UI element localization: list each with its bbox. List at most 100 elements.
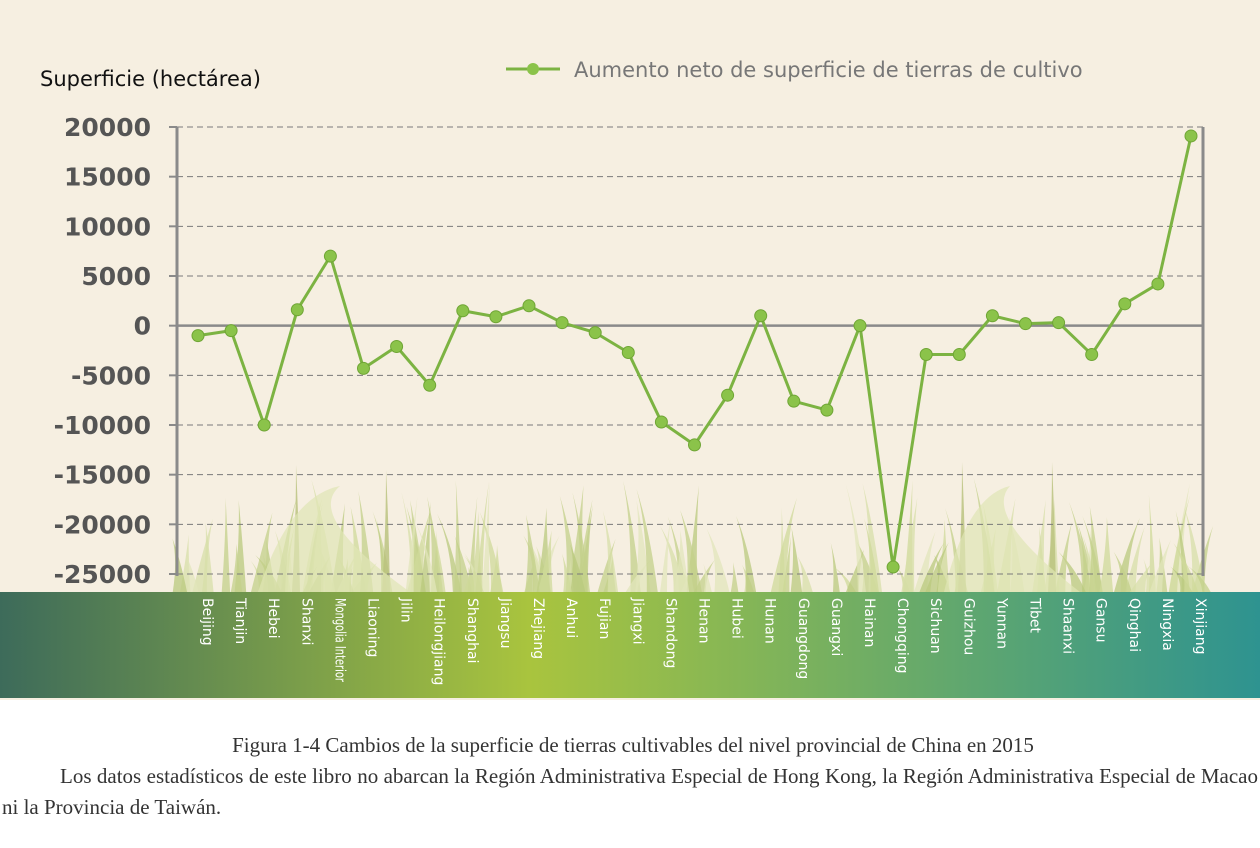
data-point [423, 378, 437, 392]
x-tick-label: Hubei [729, 598, 745, 639]
x-tick-label: Qinghai [1126, 598, 1142, 652]
grass-blade [602, 510, 619, 592]
x-tick-label: Jilin [398, 597, 414, 623]
grass-blade [1113, 551, 1132, 592]
grass-blade [454, 480, 462, 592]
grass-blade [428, 511, 446, 592]
grass-blade [1058, 551, 1086, 592]
grass-blade [1148, 494, 1156, 592]
y-tick-label: 15000 [64, 163, 151, 192]
data-point [456, 304, 470, 318]
x-tick-label: Hebei [265, 598, 281, 639]
x-tick-label: Shandong [662, 598, 678, 668]
grass-blade [919, 542, 945, 592]
grass-blade [1168, 495, 1191, 592]
axes [169, 126, 1205, 576]
data-point [1085, 347, 1099, 361]
grass-blade [482, 481, 490, 592]
x-tick-label: Guangxi [828, 598, 844, 656]
data-point [985, 309, 999, 323]
x-tick-label: Sichuan [927, 598, 943, 654]
x-tick-label: Tianjin [232, 597, 248, 644]
x-tick-label: Shanxi [298, 598, 314, 645]
data-point [1019, 317, 1032, 331]
x-tick-label: Shaanxi [1060, 598, 1076, 654]
data-point [489, 310, 503, 324]
grass-blade [1143, 558, 1153, 592]
y-tick-label: -25000 [54, 560, 151, 589]
grass-blade [221, 497, 231, 592]
grass-blade [258, 486, 410, 592]
x-tick-label: Xinjiang [1192, 598, 1208, 654]
y-tick-label: -15000 [54, 461, 151, 490]
data-point [919, 347, 933, 361]
data-point [290, 303, 304, 317]
data-point [688, 438, 701, 452]
data-point [654, 415, 668, 429]
grass-blade [680, 510, 702, 592]
data-point [191, 329, 205, 343]
grass-blade [864, 518, 879, 592]
data-point [522, 299, 536, 313]
x-tick-label: Liaoning [365, 598, 381, 657]
grass-blade [623, 480, 641, 592]
y-tick-label: -20000 [54, 510, 151, 539]
grass-blade [1048, 462, 1056, 592]
data-point [754, 309, 768, 323]
x-tick-label: Guangdong [795, 598, 811, 679]
data-point [952, 347, 966, 361]
x-tick-label: Ningxia [1159, 598, 1175, 651]
x-tick-label: Anhui [563, 598, 579, 638]
grass-blade [790, 527, 803, 592]
grass-blade [914, 531, 936, 592]
grass-blade [862, 483, 882, 592]
grass-blade [202, 522, 214, 592]
line-chart: 20000 15000 10000 5000 0 -5000 -10000 -15000 -20… [0, 0, 1260, 700]
x-tick-label: Hunan [762, 598, 778, 644]
grass-blade [471, 511, 482, 592]
grass-blade [1088, 506, 1103, 592]
x-tick-label: Tibet [1027, 597, 1043, 634]
data-point [555, 316, 569, 330]
grass-blade [830, 542, 840, 592]
data-point [1052, 316, 1066, 330]
x-tick-label: Hainan [861, 598, 877, 647]
caption-note: Los datos estadísticos de este libro no … [2, 764, 1258, 819]
grass-blade [944, 486, 1080, 592]
legend: Aumento neto de superficie de tierras de… [506, 58, 1083, 82]
x-tick-label: Beijing [199, 598, 215, 646]
data-point [787, 394, 801, 408]
data-point [390, 340, 404, 354]
caption-title: Figura 1-4 Cambios de la superficie de t… [232, 733, 1034, 757]
grass-blade [570, 544, 586, 592]
x-tick-label: Zhejiang [530, 598, 546, 659]
grass-blade [1184, 507, 1205, 592]
grass-blade [706, 529, 730, 592]
grass-blade [467, 496, 478, 592]
grass-blade [1129, 563, 1151, 592]
grass-blade [568, 485, 584, 592]
grass-blade [673, 530, 690, 592]
data-point [1151, 277, 1165, 291]
grass-blade [1068, 502, 1092, 592]
data-point [1184, 129, 1198, 143]
figure-caption: Figura 1-4 Cambios de la superficie de t… [0, 730, 1260, 823]
x-tick-label: Jiangsu [497, 597, 513, 649]
x-tick-label: Mongolia Interior [331, 598, 347, 682]
data-point [224, 324, 238, 338]
grid-lines [177, 126, 1203, 575]
data-point [820, 403, 834, 417]
x-tick-label: Chongqing [894, 598, 910, 674]
grass-blade [730, 562, 739, 592]
grass-blade [1099, 517, 1114, 592]
data-point [357, 361, 370, 375]
grass-blade [251, 512, 273, 592]
grass-blade [382, 470, 390, 592]
data-point [721, 388, 735, 402]
legend-label: Aumento neto de superficie de tierras de… [574, 58, 1083, 82]
grass-blade [625, 560, 651, 592]
x-tick-label: Gansu [1093, 598, 1109, 642]
grass-blade [703, 563, 712, 592]
data-point [257, 418, 271, 432]
grass-blade [901, 497, 918, 592]
